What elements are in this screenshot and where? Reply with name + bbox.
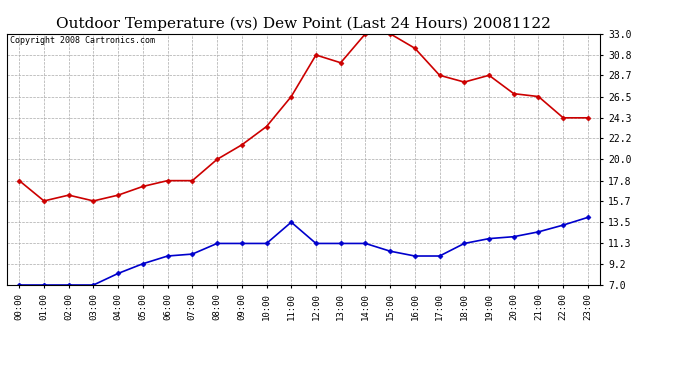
Text: Copyright 2008 Cartronics.com: Copyright 2008 Cartronics.com xyxy=(10,36,155,45)
Title: Outdoor Temperature (vs) Dew Point (Last 24 Hours) 20081122: Outdoor Temperature (vs) Dew Point (Last… xyxy=(56,17,551,31)
